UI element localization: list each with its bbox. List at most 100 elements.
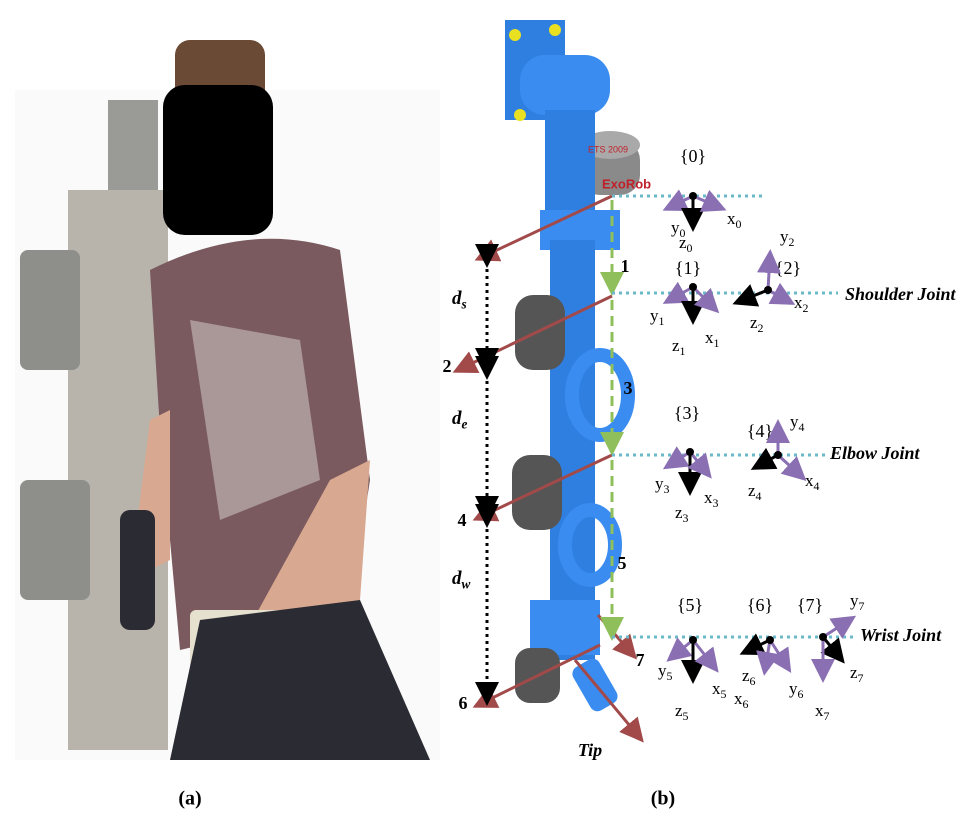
robot-label: ETS 2009	[588, 144, 628, 154]
axis-label: y3	[655, 474, 670, 496]
distance-label: de	[452, 408, 468, 431]
frame-origin	[689, 636, 697, 644]
axis-label: z3	[675, 503, 689, 525]
frame-origin	[774, 451, 782, 459]
frame-axis	[823, 637, 841, 659]
link-number: 5	[618, 553, 627, 573]
frame-origin	[686, 448, 694, 456]
joint-label: Shoulder Joint	[845, 284, 957, 304]
axis-label: y1	[650, 306, 665, 328]
frame-axis	[671, 640, 693, 658]
link-number: 1	[621, 256, 630, 276]
axis-label-sub: 5	[667, 669, 673, 683]
frame-label: {7}	[797, 595, 823, 615]
frame-origin	[766, 636, 774, 644]
axis-label: y7	[850, 591, 865, 613]
frame-axis	[668, 196, 693, 208]
frame-axis	[693, 287, 715, 309]
axis-label-sub: 4	[814, 479, 820, 493]
distance-label-sub: e	[462, 417, 468, 432]
tip-label: Tip	[578, 740, 602, 760]
axis-label: x0	[727, 209, 742, 231]
frame-axis	[693, 640, 715, 668]
frame-label: {0}	[680, 146, 706, 166]
frame-axis	[778, 455, 802, 477]
panel-label: (b)	[651, 788, 675, 810]
frame-origin	[689, 192, 697, 200]
axis-label-sub: 1	[680, 344, 686, 358]
frame-axis	[768, 255, 770, 290]
axis-label-sub: 1	[659, 314, 665, 328]
frame-label: {4}	[747, 421, 773, 441]
axis-label-sub: 3	[713, 496, 719, 510]
frame-axis	[693, 196, 721, 208]
distance-label-sub: w	[462, 577, 471, 592]
axis-label: z0	[679, 233, 693, 255]
axis-label: z2	[750, 313, 764, 335]
axis-label-sub: 2	[758, 321, 764, 335]
axis-label: x4	[805, 471, 820, 493]
link-number: 4	[458, 510, 467, 530]
frame-axis	[765, 640, 770, 670]
axis-label: z1	[672, 336, 686, 358]
axis-label: z5	[675, 701, 689, 723]
photo	[15, 40, 440, 760]
distance-label: dw	[452, 568, 471, 591]
axis-label-sub: 7	[859, 599, 865, 613]
axis-label: x3	[704, 488, 719, 510]
frame-axis	[823, 619, 851, 637]
axis-label-sub: 7	[858, 671, 864, 685]
axis-label-sub: 7	[824, 709, 830, 723]
distance-label-sub: s	[461, 297, 467, 312]
axis-label-sub: 2	[789, 235, 795, 249]
link-number: 2	[443, 356, 452, 376]
frame-axis	[745, 640, 770, 652]
distance-label: ds	[452, 288, 467, 311]
axis-label-sub: 6	[750, 674, 756, 688]
frame-label: {5}	[677, 595, 703, 615]
axis-label: x6	[734, 689, 749, 711]
axis-label: z4	[748, 481, 762, 503]
axis-label: y6	[789, 679, 804, 701]
axis-label-sub: 2	[803, 301, 809, 315]
robot-label: ExoRob	[602, 176, 651, 191]
link-number: 7	[636, 650, 645, 670]
axis-label-sub: 6	[743, 697, 749, 711]
axis-label-sub: 4	[799, 420, 805, 434]
frame-label: {2}	[775, 258, 801, 278]
frame-origin	[819, 633, 827, 641]
axis-label-sub: 4	[756, 489, 762, 503]
joint-label: Wrist Joint	[860, 625, 942, 645]
distance-label-letter: d	[452, 568, 462, 589]
distance-label-letter: d	[452, 408, 462, 429]
frame-origin	[764, 286, 772, 294]
axis-label: y4	[790, 412, 805, 434]
figure: ExoRob ETS 2009 (a) (b) Tip {0}y0z0x0{1}…	[0, 0, 979, 815]
axis-label-sub: 6	[798, 687, 804, 701]
axis-label-sub: 5	[683, 709, 689, 723]
axis-label: z6	[742, 666, 756, 688]
frame-label: {3}	[674, 403, 700, 423]
frame-origin	[689, 283, 697, 291]
axis-label-sub: 3	[664, 482, 670, 496]
link-number: 6	[459, 693, 468, 713]
axis-label-sub: 5	[721, 687, 727, 701]
axis-label: y2	[780, 227, 795, 249]
axis-label: x2	[794, 293, 809, 315]
frame-axis	[770, 640, 788, 668]
axis-label-sub: 1	[714, 336, 720, 350]
axis-label-sub: 3	[683, 511, 689, 525]
axis-label: x5	[712, 679, 727, 701]
axis-label-sub: 0	[687, 241, 693, 255]
distance-label-letter: d	[452, 288, 462, 309]
frame-label: {1}	[675, 258, 701, 278]
axis-label: x7	[815, 701, 830, 723]
axis-label: y5	[658, 661, 673, 683]
joint-lines	[612, 196, 855, 637]
robot	[505, 20, 640, 714]
frame-label: {6}	[747, 595, 773, 615]
axis-label: z7	[850, 663, 864, 685]
axis-label-sub: 0	[736, 217, 742, 231]
joint-label: Elbow Joint	[829, 443, 921, 463]
link-number: 3	[624, 378, 633, 398]
